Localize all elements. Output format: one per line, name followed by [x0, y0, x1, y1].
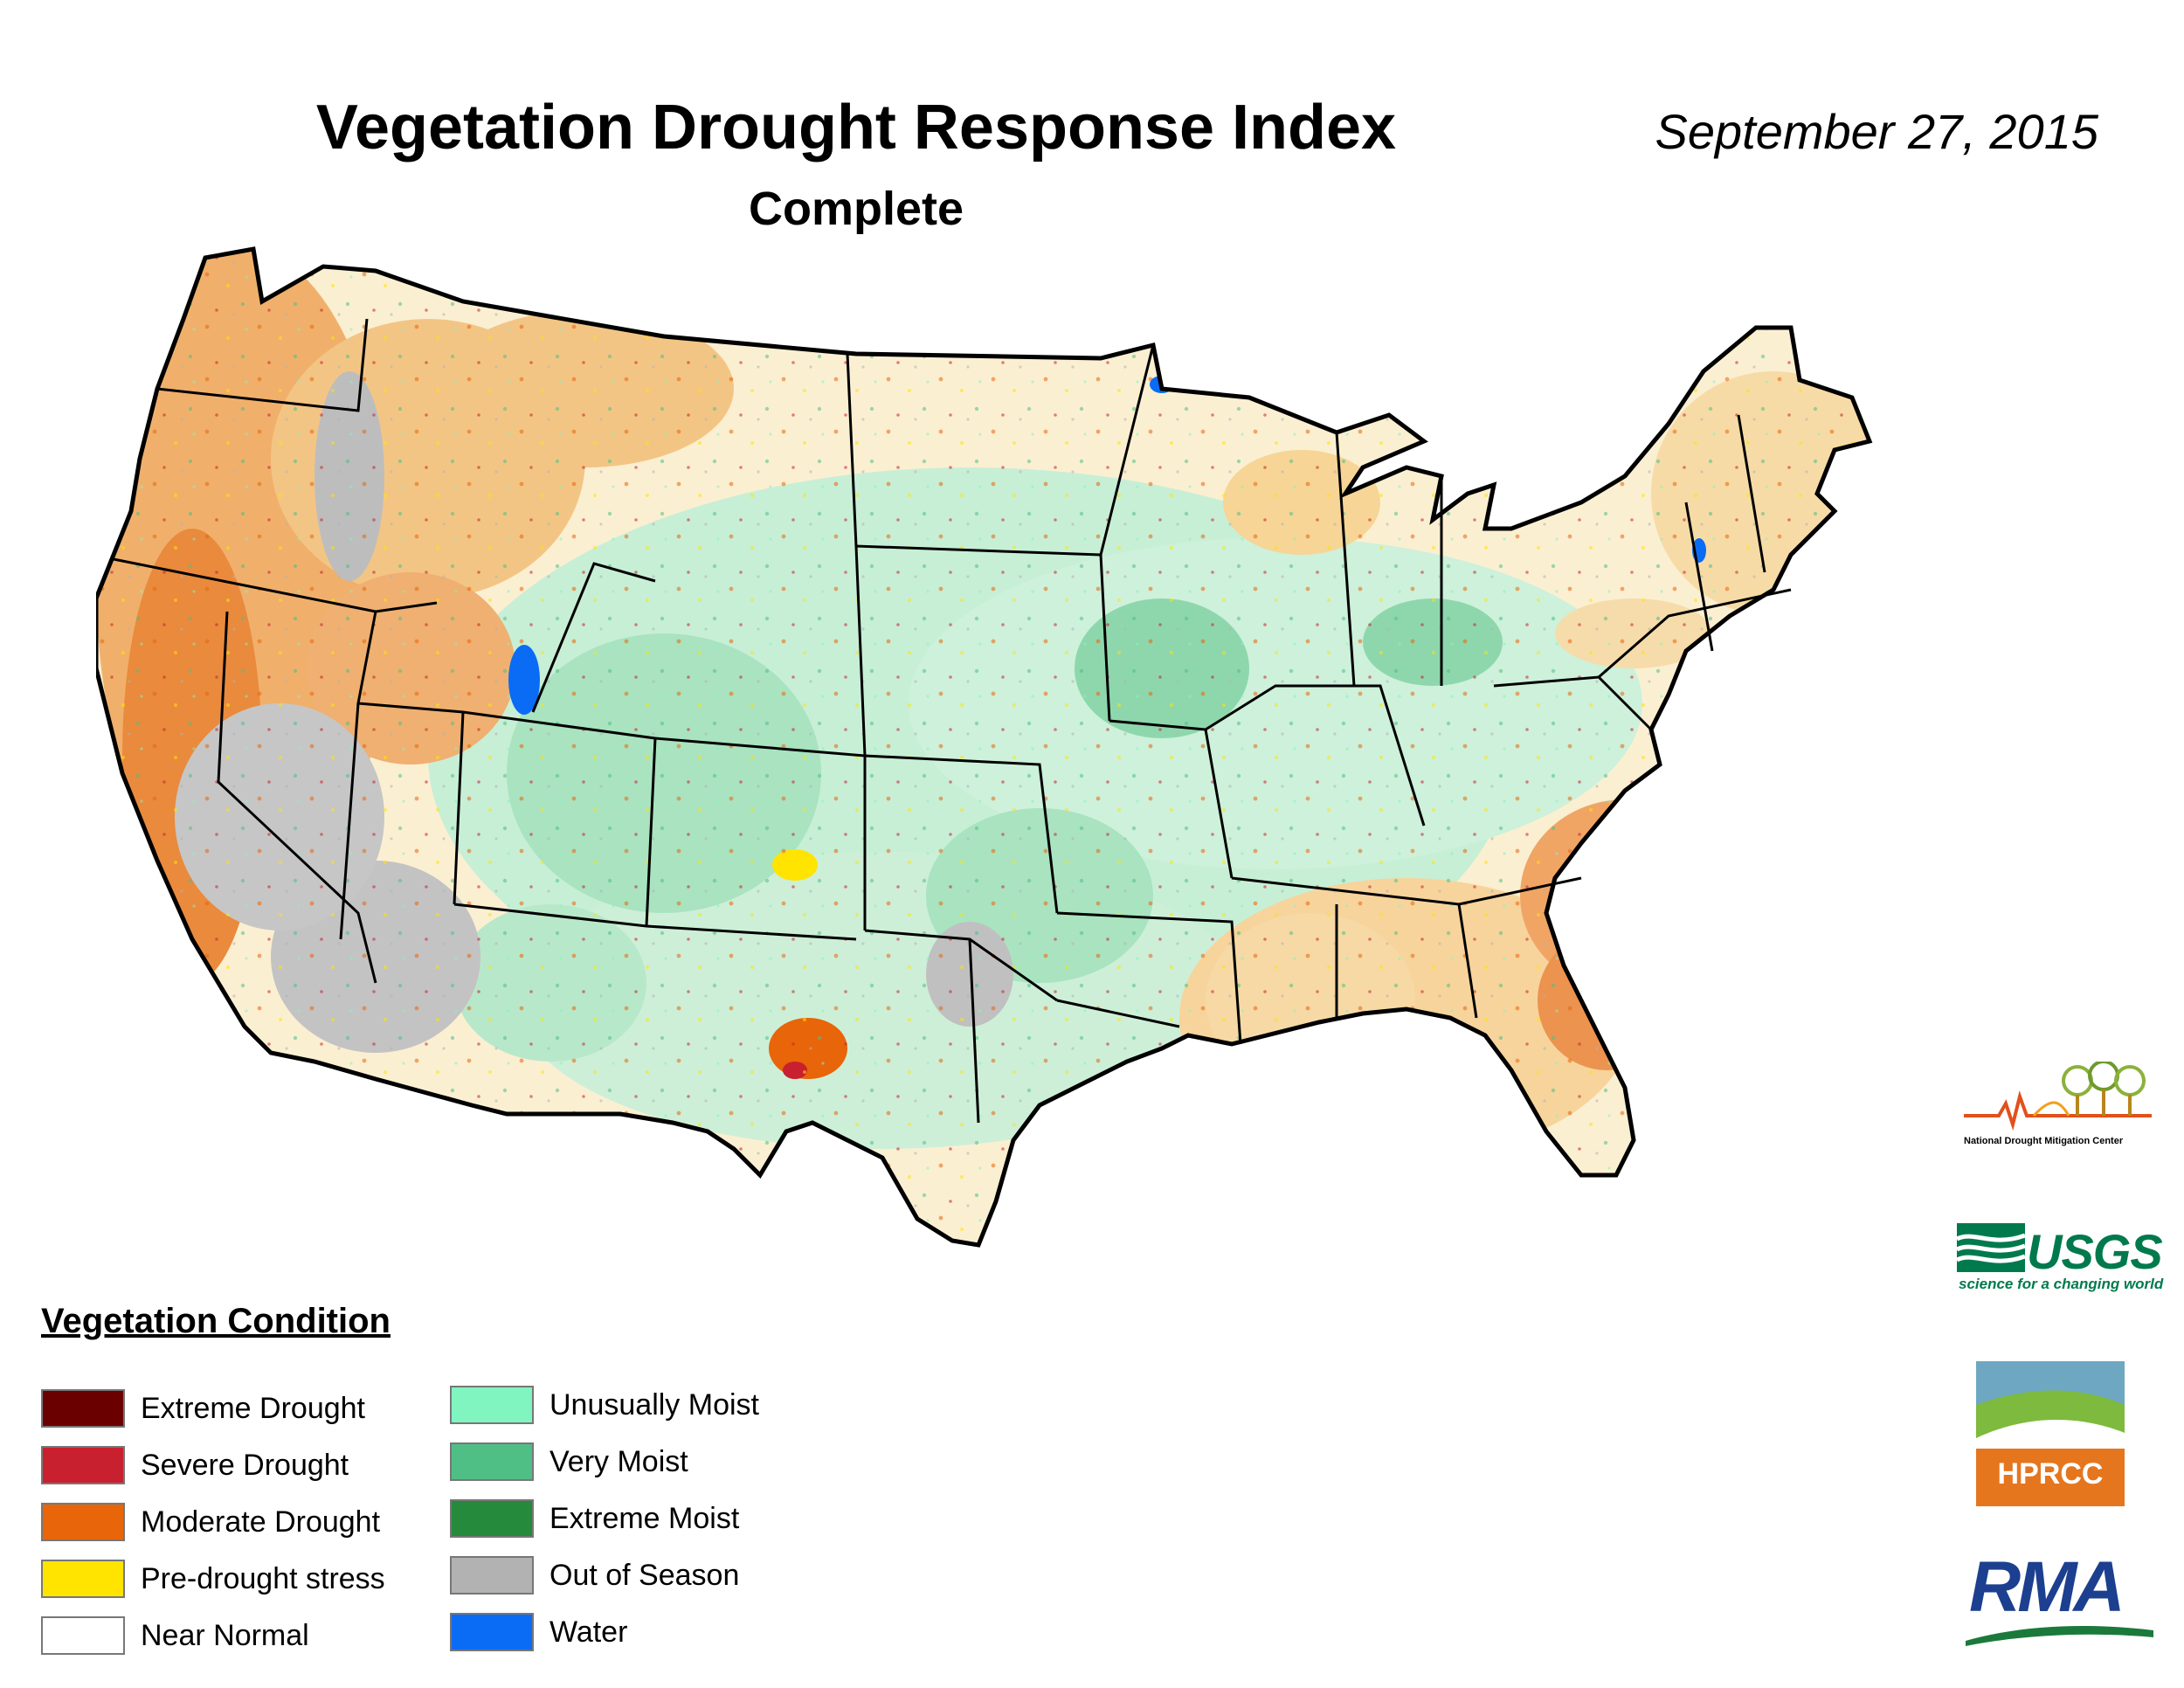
legend-item-extreme-drought: Extreme Drought	[41, 1388, 365, 1429]
legend-swatch	[450, 1499, 534, 1538]
us-vegetation-map	[96, 214, 2097, 1463]
legend-item-severe-drought: Severe Drought	[41, 1445, 349, 1485]
hprcc-name: HPRCC	[1997, 1457, 2104, 1491]
legend-item-near-normal: Near Normal	[41, 1615, 309, 1656]
legend-label: Moderate Drought	[141, 1505, 381, 1539]
ndmc-name: National Drought Mitigation Center	[1964, 1136, 2124, 1146]
legend-label: Unusually Moist	[549, 1387, 759, 1422]
usgs-wave-icon	[1955, 1223, 2026, 1272]
legend-label: Extreme Drought	[141, 1391, 365, 1425]
legend-swatch	[450, 1556, 534, 1595]
legend-swatch	[41, 1616, 125, 1655]
usgs-logo: USGS science for a changing world	[1955, 1223, 2167, 1302]
legend-title: Vegetation Condition	[41, 1302, 390, 1340]
legend-label: Very Moist	[549, 1444, 688, 1478]
legend-label: Near Normal	[141, 1618, 309, 1652]
legend-item-water: Water	[450, 1612, 627, 1652]
map-subtitle: Complete	[748, 183, 964, 235]
rma-swoosh-icon	[1966, 1626, 2153, 1646]
legend-label: Out of Season	[549, 1558, 740, 1592]
legend-item-pre-drought-stress: Pre-drought stress	[41, 1559, 385, 1599]
hprcc-logo: HPRCC	[1976, 1361, 2125, 1506]
legend-label: Pre-drought stress	[141, 1561, 385, 1595]
legend-item-extreme-moist: Extreme Moist	[450, 1498, 739, 1539]
rma-logo: RMA	[1966, 1546, 2153, 1651]
legend-swatch	[450, 1442, 534, 1481]
map-date: September 27, 2015	[1655, 104, 2098, 159]
legend-label: Severe Drought	[141, 1448, 349, 1482]
ndmc-logo: National Drought Mitigation Center	[1964, 1060, 2152, 1149]
legend-swatch	[41, 1446, 125, 1484]
legend-label: Water	[549, 1615, 628, 1649]
usgs-tagline: science for a changing world	[1959, 1276, 2164, 1292]
legend-item-out-of-season: Out of Season	[450, 1555, 739, 1595]
legend-swatch	[450, 1613, 534, 1651]
legend-item-unusually-moist: Unusually Moist	[450, 1385, 759, 1425]
legend-swatch	[450, 1386, 534, 1424]
map-title: Vegetation Drought Response Index	[315, 93, 1397, 163]
legend-item-moderate-drought: Moderate Drought	[41, 1502, 380, 1542]
hprcc-landscape-icon	[1976, 1361, 2125, 1506]
legend-swatch	[41, 1503, 125, 1541]
legend-label: Extreme Moist	[549, 1501, 740, 1535]
state-borders	[113, 318, 1792, 1124]
vegetation-condition-raster	[96, 249, 1870, 1245]
rma-name: RMA	[1969, 1547, 2125, 1627]
legend-item-very-moist: Very Moist	[450, 1442, 688, 1482]
legend-swatch	[41, 1560, 125, 1598]
ndmc-trees-icon	[1964, 1060, 2152, 1131]
usgs-name: USGS	[2027, 1224, 2163, 1279]
legend-swatch	[41, 1389, 125, 1428]
